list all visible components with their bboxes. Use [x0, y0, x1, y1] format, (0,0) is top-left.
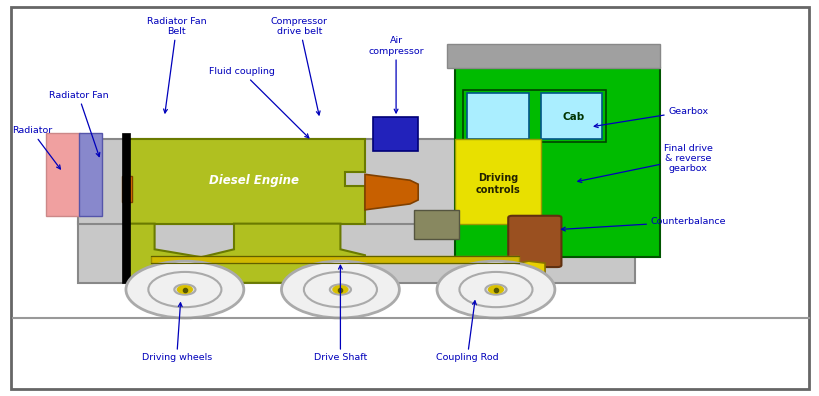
Text: Driving wheels: Driving wheels	[142, 303, 211, 362]
Text: Diesel Engine: Diesel Engine	[209, 174, 299, 187]
Polygon shape	[128, 224, 364, 283]
FancyBboxPatch shape	[122, 176, 132, 202]
Text: Final drive
& reverse
gearbox: Final drive & reverse gearbox	[577, 144, 712, 183]
Text: Air
compressor: Air compressor	[368, 36, 423, 113]
Text: Drive Shaft: Drive Shaft	[314, 265, 367, 362]
Text: Radiator: Radiator	[11, 126, 61, 169]
FancyBboxPatch shape	[446, 44, 658, 68]
Circle shape	[333, 286, 347, 293]
Text: Radiator Fan
Belt: Radiator Fan Belt	[147, 17, 206, 113]
FancyBboxPatch shape	[455, 139, 541, 224]
FancyBboxPatch shape	[455, 68, 658, 257]
Circle shape	[520, 268, 541, 279]
Polygon shape	[364, 174, 418, 210]
Circle shape	[178, 286, 192, 293]
Text: Gearbox: Gearbox	[594, 107, 708, 128]
Circle shape	[459, 272, 532, 307]
FancyBboxPatch shape	[151, 256, 518, 263]
Text: Cab: Cab	[562, 112, 584, 122]
Circle shape	[485, 284, 506, 295]
Text: Counterbalance: Counterbalance	[561, 217, 725, 231]
Polygon shape	[518, 261, 545, 284]
Circle shape	[304, 272, 377, 307]
FancyBboxPatch shape	[79, 139, 467, 224]
FancyBboxPatch shape	[46, 133, 80, 216]
Polygon shape	[128, 139, 364, 224]
Circle shape	[281, 261, 399, 318]
FancyBboxPatch shape	[79, 133, 102, 216]
FancyBboxPatch shape	[11, 7, 808, 389]
Text: Driving
controls: Driving controls	[476, 173, 520, 195]
Circle shape	[488, 286, 502, 293]
Text: Fluid coupling: Fluid coupling	[209, 67, 309, 138]
FancyBboxPatch shape	[414, 210, 459, 240]
Text: Compressor
drive belt: Compressor drive belt	[270, 17, 328, 115]
Circle shape	[148, 272, 221, 307]
Circle shape	[174, 284, 195, 295]
FancyBboxPatch shape	[508, 216, 561, 267]
Circle shape	[437, 261, 554, 318]
Text: Radiator Fan: Radiator Fan	[48, 91, 108, 156]
FancyBboxPatch shape	[122, 133, 130, 283]
FancyBboxPatch shape	[541, 93, 602, 139]
FancyBboxPatch shape	[467, 93, 528, 139]
FancyBboxPatch shape	[79, 222, 635, 283]
FancyBboxPatch shape	[373, 117, 418, 150]
Circle shape	[126, 261, 243, 318]
Circle shape	[329, 284, 351, 295]
Text: Coupling Rod: Coupling Rod	[436, 301, 498, 362]
